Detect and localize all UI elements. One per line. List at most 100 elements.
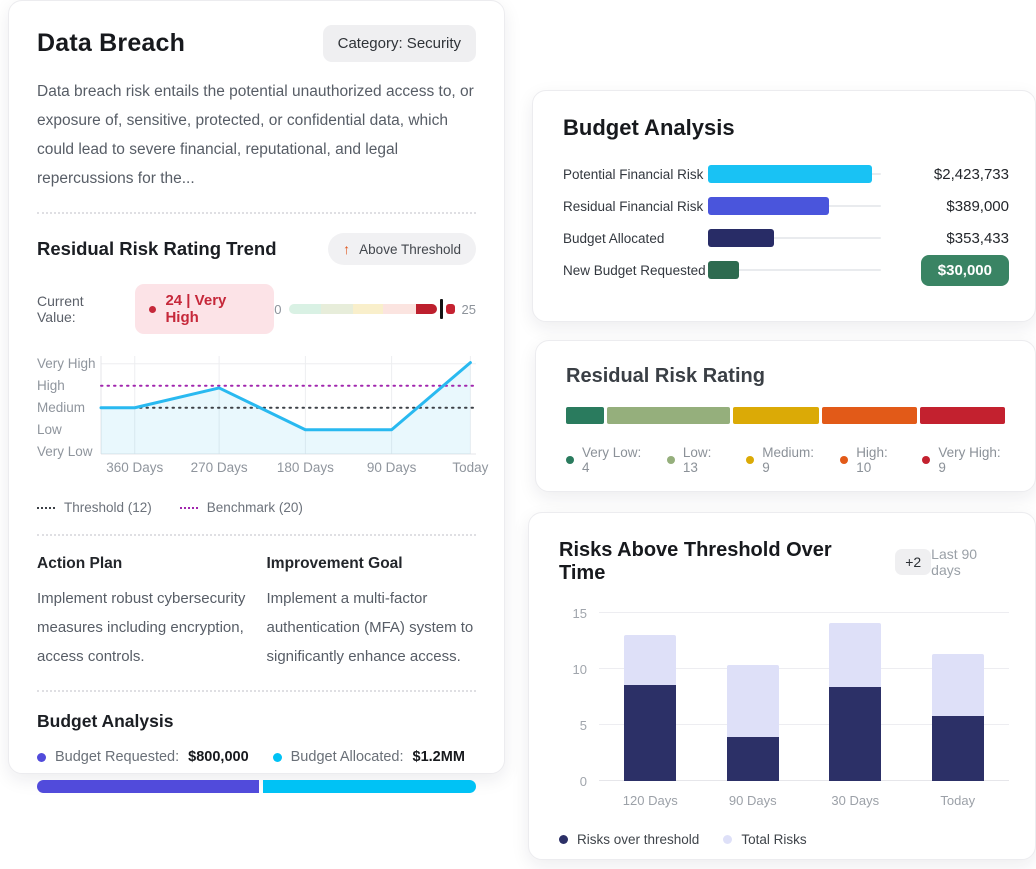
legend-dot (922, 456, 931, 464)
budget-row-value: $353,433 (946, 229, 1009, 247)
legend-dot (723, 835, 733, 844)
trend-legend: Threshold (12) Benchmark (20) (37, 500, 476, 515)
total-risks-segment (726, 664, 779, 738)
threshold-dotted-swatch (37, 506, 55, 509)
budget-row-label: Potential Financial Risk (563, 166, 704, 182)
budget-section-title: Budget Analysis (37, 711, 174, 731)
rating-card-title: Residual Risk Rating (566, 365, 765, 387)
page-title: Data Breach (37, 29, 186, 57)
risks-legend: Risks over threshold Total Risks (559, 832, 1009, 847)
legend-value: $800,000 (188, 749, 249, 765)
risks-over-threshold-segment (726, 737, 779, 781)
risks-gridline (599, 780, 1009, 781)
rating-segment-high (821, 407, 917, 424)
legend-label: Risks over threshold (577, 832, 700, 847)
rating-legend-item: Very Low: 4 (566, 445, 646, 475)
rating-segment-very-low (566, 407, 604, 424)
budget-row: Potential Financial Risk $2,423,733 (563, 158, 1009, 190)
risks-over-threshold-segment (829, 686, 882, 781)
current-value-pill: 24 | Very High (135, 284, 275, 334)
budget-value-pill: $30,000 (920, 254, 1009, 286)
legend-dot (37, 752, 46, 762)
total-risks-segment (931, 654, 984, 717)
legend-dot (746, 456, 755, 464)
above-threshold-badge: ↑ Above Threshold (328, 233, 476, 265)
rating-strip (566, 407, 1006, 424)
gauge-segment-medium-zone (352, 304, 384, 314)
current-value: 24 | Very High (165, 292, 227, 326)
risks-over-threshold-segment (931, 716, 984, 781)
risks-y-tick-label: 10 (572, 662, 587, 677)
trend-x-label: Today (452, 460, 489, 475)
budget-row-value: $30,000 (881, 254, 1009, 286)
budget-bar-allocated-segment (262, 780, 476, 793)
trend-y-label: Low (37, 421, 62, 437)
budget-row: Residual Financial Risk $389,000 (563, 190, 1009, 222)
improvement-goal-section: Improvement Goal Implement a multi-facto… (267, 555, 477, 671)
threshold-legend-item: Threshold (12) (37, 500, 152, 515)
budget-row-track (708, 165, 881, 183)
risk-detail-card[interactable]: Data Breach Category: Security Data brea… (8, 0, 505, 793)
risks-chart-plot: 0 5 10 15 (573, 606, 1009, 789)
axis-spacer (37, 460, 101, 478)
legend-label: Benchmark (20) (206, 500, 303, 515)
risks-legend-item: Risks over threshold (559, 832, 699, 847)
risks-over-time-card[interactable]: Risks Above Threshold Over Time +2 Last … (528, 512, 1036, 860)
improvement-goal-body: Implement a multi-factor authentication … (266, 590, 474, 665)
budget-bar-requested-segment (37, 780, 259, 793)
legend-dot (272, 752, 282, 762)
budget-card-title: Budget Analysis (563, 115, 735, 140)
budget-row-baseline (708, 269, 881, 271)
risks-bar-slot (804, 613, 907, 781)
rating-segment-low (606, 407, 731, 424)
legend-label: Medium: 9 (762, 445, 815, 475)
trend-y-label: Very High (37, 355, 96, 371)
divider (37, 212, 476, 214)
budget-row-value: $389,000 (946, 197, 1009, 215)
trend-chart-plot (99, 356, 477, 455)
legend-label: Budget Requested: (55, 749, 180, 765)
budget-row-bar (708, 197, 830, 215)
risks-bar-slot (599, 613, 702, 781)
risks-bar-slot (702, 613, 805, 781)
budget-analysis-card[interactable]: Budget Analysis Potential Financial Risk… (532, 90, 1036, 322)
residual-risk-rating-card[interactable]: Residual Risk Rating Very Low: 4 Low: 13 M… (535, 340, 1036, 492)
risks-x-label: Today (940, 793, 976, 808)
delta-badge: +2 (895, 549, 932, 575)
budget-row-label: New Budget Requested (563, 262, 706, 278)
legend-value: $1.2MM (412, 749, 465, 765)
budget-row: New Budget Requested $30,000 (563, 254, 1009, 286)
legend-label: Threshold (12) (64, 500, 152, 515)
budget-legend-item: Budget Requested: $800,000 (37, 749, 249, 765)
legend-label: High: 10 (856, 445, 888, 475)
improvement-goal-title: Improvement Goal (266, 555, 403, 572)
divider (37, 690, 476, 692)
trend-x-label: 360 Days (106, 460, 164, 475)
trend-x-label: 270 Days (190, 460, 248, 475)
legend-label: Very High: 9 (938, 445, 1001, 475)
above-threshold-label: Above Threshold (359, 241, 461, 257)
trend-x-label: 90 Days (366, 460, 417, 475)
rating-segment-very-high (919, 407, 1006, 424)
category-badge: Category: Security (322, 25, 476, 62)
gauge-segment-current-zone (415, 304, 437, 314)
legend-label: Very Low: 4 (582, 445, 642, 475)
budget-split-bar (37, 780, 476, 793)
budget-row-value: $2,423,733 (933, 165, 1009, 183)
risks-gridline (599, 724, 1009, 725)
risks-chart: 0 5 10 15 120 Days 90 Days 30 Days Today (559, 606, 1009, 808)
budget-legend-item: Budget Allocated: $1.2MM (272, 749, 465, 765)
trend-chart: Very Low Low Medium High Very High 360 Days 2… (37, 355, 488, 478)
current-value-label: Current Value: (37, 293, 84, 325)
budget-row-baseline (708, 237, 881, 239)
budget-row-bar (708, 229, 774, 247)
gauge-min: 0 (274, 301, 282, 317)
action-plan-section: Action Plan Implement robust cybersecuri… (37, 555, 247, 671)
budget-row-track (708, 197, 881, 215)
total-risks-segment (624, 635, 677, 685)
benchmark-legend-item: Benchmark (20) (179, 500, 303, 515)
budget-row-track (708, 261, 881, 279)
risks-y-tick-label: 15 (572, 606, 587, 621)
risks-stacked-bar (726, 664, 779, 781)
gauge-segments (288, 304, 437, 314)
